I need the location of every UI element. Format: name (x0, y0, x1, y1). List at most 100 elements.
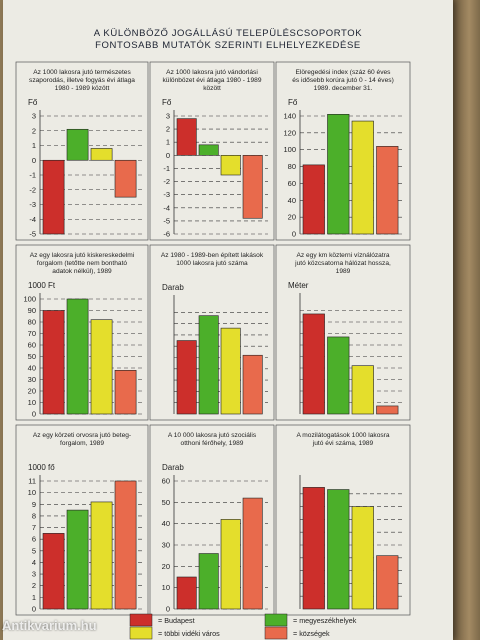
y-tick-label: 0 (32, 410, 36, 419)
chart-caption-line: A mozilátogatások 1000 lakosra (296, 432, 389, 439)
chart-caption-line: otthoni férőhely, 1989 (181, 440, 244, 447)
y-tick-label: 2 (32, 581, 36, 590)
panel-border (275, 424, 411, 616)
y-tick-label: 9 (32, 500, 36, 509)
y-tick-label: 0 (32, 605, 36, 614)
bar-budapest (302, 313, 325, 415)
chart-panel-2: Az 1000 lakosra jutó vándorlásikülönböze… (162, 69, 268, 239)
chart-unit-label: Darab (162, 283, 184, 292)
bar-megyeszékhelyek (198, 553, 219, 610)
y-tick-label: -4 (29, 215, 36, 224)
chart-grid: Az 1000 lakosra jutó természetesszaporod… (15, 61, 411, 640)
book-spine (453, 0, 480, 640)
bar-többi-vidéki-város (220, 327, 241, 415)
chart-caption-line: Az 1000 lakosra jutó természetes (33, 69, 131, 76)
y-tick-label: 7 (32, 523, 36, 532)
y-tick-label: 70 (28, 329, 36, 338)
chart-panel-4: Az egy lakosra jutó kiskereskedelmiforga… (23, 252, 142, 419)
y-tick-label: -2 (29, 185, 36, 194)
bar-budapest (176, 576, 197, 610)
y-tick-label: 140 (283, 112, 296, 121)
bar-többi-vidéki-város (220, 519, 241, 610)
legend-label: = községek (293, 629, 330, 638)
y-tick-label: 0 (166, 151, 170, 160)
chart-caption-line: Az 1000 lakosra jutó vándorlási (166, 69, 258, 76)
y-tick-label: 10 (28, 398, 36, 407)
legend-label: = megyeszékhelyek (293, 616, 357, 625)
y-tick-label: 3 (166, 112, 170, 121)
y-tick-label: -3 (29, 200, 36, 209)
chart-unit-label: Méter (288, 281, 309, 290)
y-tick-label: 8 (32, 511, 36, 520)
panel-border (275, 61, 411, 241)
bar-községek (114, 480, 137, 610)
y-tick-label: 80 (288, 162, 296, 171)
chart-unit-label: Fő (162, 98, 172, 107)
panel-border (15, 424, 149, 616)
y-tick-label: 1 (166, 138, 170, 147)
bar-megyeszékhelyek (66, 509, 89, 610)
y-tick-label: 2 (166, 125, 170, 134)
watermark: Antikvarium.hu (2, 618, 97, 633)
y-tick-label: 5 (32, 546, 36, 555)
y-tick-label: -5 (163, 216, 170, 225)
bar-községek (242, 155, 263, 219)
bar-megyeszékhelyek (198, 144, 219, 156)
chart-caption-line: Az egy lakosra jutó kiskereskedelmi (30, 252, 135, 259)
bar-községek (114, 369, 137, 415)
bar-többi-vidéki-város (90, 148, 113, 161)
chart-caption-line: 1989. december 31. (314, 85, 373, 92)
chart-caption-line: jutó évi száma, 1989 (312, 440, 374, 447)
y-tick-label: 60 (288, 179, 296, 188)
bar-községek (242, 354, 263, 415)
chart-caption-line: Az egy km közterni víználózatra (296, 252, 389, 259)
bar-többi-vidéki-város (351, 120, 374, 235)
page-heading: A KÜLÖNBÖZŐ JOGÁLLÁSÚ TELEPÜLÉSCSOPORTOK… (3, 28, 453, 52)
legend-swatch (129, 626, 153, 640)
chart-unit-label: Fő (288, 98, 298, 107)
y-tick-label: 1 (32, 593, 36, 602)
book-page: A KÜLÖNBÖZŐ JOGÁLLÁSÚ TELEPÜLÉSCSOPORTOK… (3, 0, 453, 640)
chart-caption-line: jutó közcsatorna hálózat hossza, (294, 260, 391, 267)
y-tick-label: 20 (162, 562, 170, 571)
y-tick-label: 120 (283, 128, 296, 137)
legend-swatch (264, 626, 288, 640)
bar-községek (242, 497, 263, 610)
y-tick-label: 11 (28, 477, 36, 486)
bar-budapest (176, 118, 197, 156)
bar-budapest (42, 159, 65, 235)
page-title-line2: FONTOSABB MUTATÓK SZERINTI ELHELYEZKEDÉS… (95, 40, 361, 51)
chart-caption-line: forgalom, 1989 (60, 440, 104, 447)
chart-caption-line: között (203, 85, 221, 92)
y-tick-label: 90 (28, 306, 36, 315)
y-tick-label: 20 (288, 213, 296, 222)
bar-többi-vidéki-város (90, 501, 113, 610)
bar-többi-vidéki-város (351, 365, 374, 415)
chart-unit-label: Darab (162, 463, 184, 472)
panel-border (275, 244, 411, 421)
chart-caption-line: adatok nélkül), 1989 (52, 268, 112, 275)
y-tick-label: 60 (162, 477, 170, 486)
panel-border (15, 244, 149, 421)
y-tick-label: 80 (28, 318, 36, 327)
bar-budapest (302, 487, 325, 610)
y-tick-label: 4 (32, 558, 36, 567)
y-tick-label: -1 (29, 171, 36, 180)
bar-budapest (302, 164, 325, 235)
bar-községek (376, 555, 399, 610)
chart-caption-line: Az egy körzeti orvosra jutó beteg- (33, 432, 131, 439)
y-tick-label: 40 (162, 519, 170, 528)
chart-unit-label: 1000 fő (28, 463, 55, 472)
bar-megyeszékhelyek (66, 298, 89, 415)
legend-swatch (264, 613, 288, 627)
chart-caption-line: Az 1980 - 1989-ben épített lakások (161, 252, 264, 259)
chart-caption-line: Elöregedési index (száz 60 éves (296, 69, 392, 76)
y-tick-label: 10 (162, 583, 170, 592)
y-tick-label: 3 (32, 112, 36, 121)
bar-községek (376, 405, 399, 415)
